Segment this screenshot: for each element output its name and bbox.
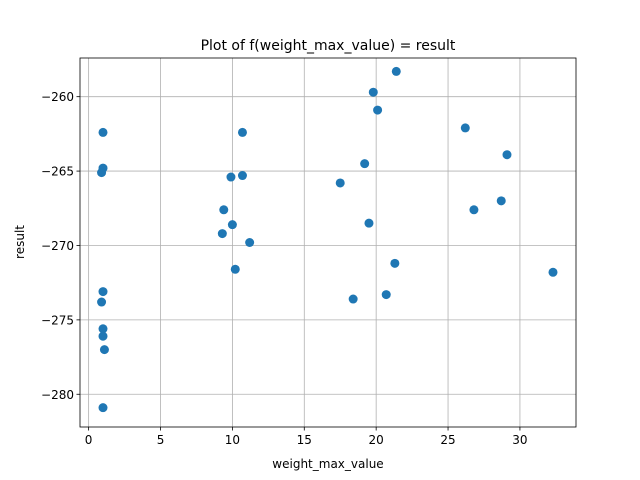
data-point bbox=[390, 258, 400, 268]
data-point bbox=[245, 238, 255, 247]
data-point bbox=[237, 171, 247, 181]
data-point bbox=[230, 264, 240, 274]
x-tick-label: 15 bbox=[297, 433, 312, 447]
x-tick-label: 0 bbox=[85, 433, 93, 447]
x-tick-label: 30 bbox=[512, 433, 527, 447]
data-point bbox=[348, 294, 358, 304]
data-point bbox=[335, 178, 345, 188]
data-points bbox=[97, 66, 558, 413]
data-point bbox=[98, 324, 108, 334]
x-axis-ticks: 0 5 10 15 20 25 30 bbox=[85, 427, 528, 447]
x-tick-label: 25 bbox=[440, 433, 455, 447]
data-point bbox=[98, 127, 108, 137]
data-point bbox=[548, 267, 558, 277]
data-point bbox=[227, 220, 237, 230]
data-point bbox=[368, 87, 378, 97]
data-point bbox=[496, 196, 506, 206]
data-point bbox=[502, 150, 512, 160]
data-point bbox=[226, 172, 236, 182]
data-point bbox=[99, 345, 109, 355]
data-point bbox=[469, 205, 479, 215]
y-tick-label: −275 bbox=[41, 313, 74, 327]
y-tick-label: −260 bbox=[41, 90, 74, 104]
data-point bbox=[97, 168, 107, 178]
x-tick-label: 10 bbox=[225, 433, 240, 447]
y-axis-ticks: −280 −275 −270 −265 −260 bbox=[41, 90, 80, 402]
x-axis-label: weight_max_value bbox=[272, 457, 383, 471]
x-tick-label: 5 bbox=[157, 433, 165, 447]
data-point bbox=[460, 123, 470, 133]
data-point bbox=[391, 66, 401, 76]
x-tick-label: 20 bbox=[369, 433, 384, 447]
data-point bbox=[98, 287, 108, 297]
data-point bbox=[364, 218, 374, 228]
plot-area bbox=[80, 58, 576, 427]
data-point bbox=[373, 105, 383, 115]
plot-frame bbox=[79, 57, 577, 428]
data-point bbox=[219, 205, 229, 215]
y-tick-label: −280 bbox=[41, 388, 74, 402]
chart-title: Plot of f(weight_max_value) = result bbox=[201, 38, 456, 54]
y-tick-label: −265 bbox=[41, 165, 74, 179]
grid-lines bbox=[80, 58, 576, 427]
data-point bbox=[98, 331, 108, 341]
data-point bbox=[97, 297, 107, 307]
y-axis-label: result bbox=[13, 225, 27, 259]
data-point bbox=[360, 159, 370, 169]
data-point bbox=[98, 403, 108, 413]
data-point bbox=[217, 229, 227, 239]
data-point bbox=[381, 290, 391, 300]
y-tick-label: −270 bbox=[41, 239, 74, 253]
data-point bbox=[237, 127, 247, 137]
